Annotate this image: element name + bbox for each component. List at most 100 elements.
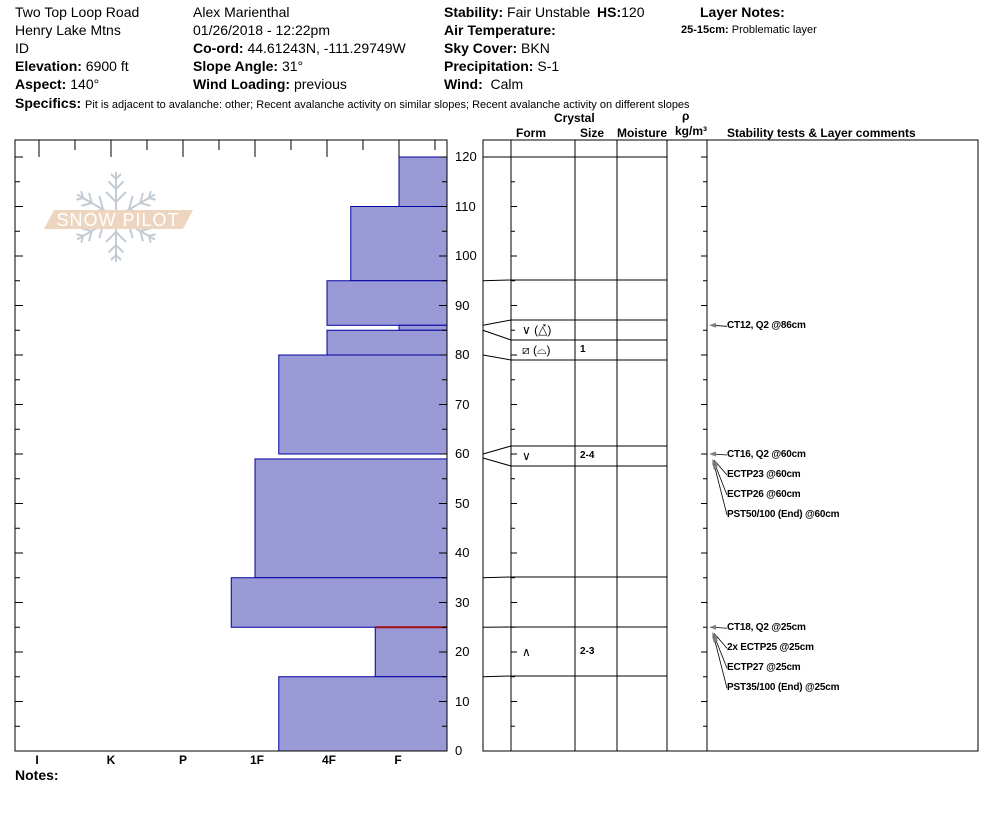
hardness-bar	[374, 626, 448, 678]
grain-form: ∨	[522, 449, 531, 463]
test-arrow	[713, 463, 728, 516]
hardness-bar	[350, 206, 448, 282]
arrow-head-icon	[712, 463, 718, 470]
stability-field: Stability: Fair Unstable	[444, 4, 590, 20]
slope-label: Slope Angle:	[193, 58, 279, 74]
hardness-bar	[326, 329, 448, 356]
col-density-unit: kg/m³	[675, 124, 708, 138]
precip-value: S-1	[537, 58, 560, 74]
arrow-head-icon	[709, 624, 716, 630]
precip-label: Precipitation:	[444, 58, 534, 74]
depth-tick-label: 50	[455, 495, 470, 511]
aspect-value: 140°	[70, 76, 100, 92]
location-name: Two Top Loop Road	[15, 4, 140, 20]
specifics-field: Specifics: Pit is adjacent to avalanche:…	[15, 95, 690, 112]
layer-notes-label: Layer Notes:	[700, 4, 785, 20]
aspect-field: Aspect: 140°	[15, 76, 99, 92]
snowpilot-logo: SNOW PILOT	[44, 172, 193, 262]
hardness-bar	[230, 577, 448, 628]
datetime: 01/26/2018 - 12:22pm	[193, 22, 330, 38]
hs-label: HS:	[597, 4, 622, 20]
grain-size: 1	[580, 344, 586, 355]
col-comments: Stability tests & Layer comments	[727, 126, 916, 140]
hardness-bar	[254, 458, 448, 579]
hardness-tick-label: F	[394, 753, 402, 767]
stability-test-result: CT12, Q2 @86cm	[727, 320, 806, 332]
layer-note-range: 25-15cm:	[681, 24, 729, 36]
hardness-tick-label: P	[178, 753, 188, 767]
layer-boundary	[482, 354, 667, 361]
layer-boundary	[482, 457, 667, 467]
col-moisture: Moisture	[617, 126, 668, 140]
stability-test-result: CT16, Q2 @60cm	[727, 449, 806, 460]
stability-test-result: ECTP27 @25cm	[727, 662, 801, 674]
depth-tick-label: 10	[455, 693, 470, 709]
air-temp-label: Air Temperature:	[444, 22, 556, 38]
depth-tick-label: 60	[455, 446, 470, 461]
wind-loading-field: Wind Loading: previous	[193, 76, 347, 92]
logo-text: SNOW PILOT	[56, 210, 179, 230]
depth-tick-label: 30	[455, 594, 470, 610]
mountain-range: Henry Lake Mtns	[15, 22, 121, 38]
arrow-head-icon	[709, 322, 716, 328]
grain-form: ∨ (△̽)	[522, 323, 552, 337]
depth-tick-label: 90	[455, 297, 470, 313]
grain-size: 2-3	[580, 645, 595, 657]
hardness-bar	[278, 354, 448, 455]
precip-field: Precipitation: S-1	[444, 58, 559, 74]
test-arrow	[713, 637, 728, 689]
wind-loading-label: Wind Loading:	[193, 76, 291, 92]
hardness-tick-label: 4F	[321, 753, 337, 767]
hs-field: HS:120	[597, 4, 644, 20]
layer-notes-field: Layer Notes:	[700, 4, 785, 20]
aspect-label: Aspect:	[15, 76, 67, 92]
depth-tick-label: 80	[455, 347, 470, 362]
hardness-bar	[398, 324, 448, 331]
depth-tick-label: 20	[455, 644, 470, 659]
stability-label: Stability:	[444, 4, 504, 20]
state: ID	[15, 40, 29, 56]
arrow-head-icon	[709, 451, 716, 457]
elevation-value: 6900 ft	[85, 58, 129, 74]
layer-boundary	[482, 329, 667, 341]
sky-field: Sky Cover: BKN	[444, 40, 550, 56]
specifics-label: Specifics:	[15, 95, 82, 111]
hardness-bar	[326, 280, 448, 326]
layer-note: 25-15cm: Problematic layer	[681, 24, 817, 37]
layer-boundary	[482, 279, 667, 282]
observer: Alex Marienthal	[193, 4, 290, 20]
slope-value: 31°	[281, 58, 304, 74]
grain-form: ⧄ (⌓)	[522, 343, 551, 357]
grain-form: ∧	[522, 644, 531, 659]
depth-tick-label: 100	[455, 248, 477, 263]
col-form: Form	[516, 126, 546, 140]
slope-field: Slope Angle: 31°	[193, 58, 303, 74]
hardness-tick-label: K	[106, 753, 116, 767]
stability-test-result: PST35/100 (End) @25cm	[727, 682, 840, 694]
col-rho: ρ	[682, 109, 690, 123]
grain-size: 2-4	[580, 450, 595, 461]
stability-test-result: CT18, Q2 @25cm	[727, 622, 806, 634]
coord-label: Co-ord:	[193, 40, 244, 56]
hardness-bar	[398, 156, 448, 207]
depth-tick-label: 40	[455, 545, 470, 560]
layer-boundary	[482, 576, 667, 579]
elevation-field: Elevation: 6900 ft	[15, 58, 129, 74]
wind-loading-value: previous	[293, 76, 347, 92]
depth-tick-label: 0	[455, 743, 463, 758]
wind-value: Calm	[490, 76, 524, 92]
col-size: Size	[580, 126, 605, 140]
arrow-head-icon	[712, 636, 718, 644]
depth-tick-label: 70	[455, 396, 470, 412]
stability-value: Fair Unstable	[507, 4, 591, 20]
air-temp-field: Air Temperature:	[444, 22, 556, 38]
depth-tick-label: 120	[455, 149, 477, 164]
specifics-value: Pit is adjacent to avalanche: other; Rec…	[85, 99, 690, 111]
elevation-label: Elevation:	[15, 58, 82, 74]
layer-boundary	[482, 319, 667, 326]
wind-label: Wind:	[444, 76, 483, 92]
depth-tick-label: 110	[455, 198, 476, 214]
stability-test-result: ECTP23 @60cm	[727, 469, 801, 480]
hs-value: 120	[621, 4, 645, 20]
